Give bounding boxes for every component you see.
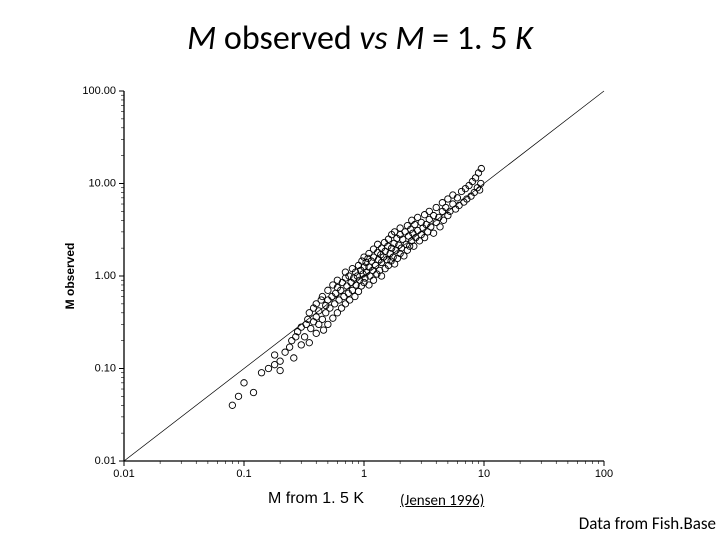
title-vs: vs: [359, 18, 387, 59]
citation: (Jensen 1996): [400, 492, 484, 510]
title-m2: M: [388, 18, 425, 59]
scatter-chart: 0.01 0.10 1.00 10.00 100.00 0.01 0.1 1 10 100 M ob…: [60, 85, 620, 485]
svg-text:0.10: 0.10: [95, 363, 116, 375]
x-axis-label: M from 1. 5 K: [268, 490, 364, 508]
svg-text:0.01: 0.01: [113, 468, 134, 480]
data-credit: Data from Fish.Base: [579, 513, 716, 534]
title-observed: observed: [216, 18, 359, 59]
page-title: M observed vs M = 1. 5 K: [0, 18, 720, 59]
title-k: K: [515, 18, 533, 59]
svg-text:1: 1: [361, 468, 367, 480]
svg-text:10: 10: [478, 468, 490, 480]
title-m1: M: [187, 18, 216, 59]
svg-text:M observed: M observed: [63, 243, 77, 310]
svg-text:1.00: 1.00: [95, 270, 116, 282]
title-eq: = 1. 5: [424, 18, 515, 59]
svg-text:0.1: 0.1: [236, 468, 251, 480]
svg-text:100.00: 100.00: [82, 85, 116, 97]
svg-text:0.01: 0.01: [95, 455, 116, 467]
svg-text:100: 100: [595, 468, 613, 480]
svg-text:10.00: 10.00: [88, 178, 116, 190]
